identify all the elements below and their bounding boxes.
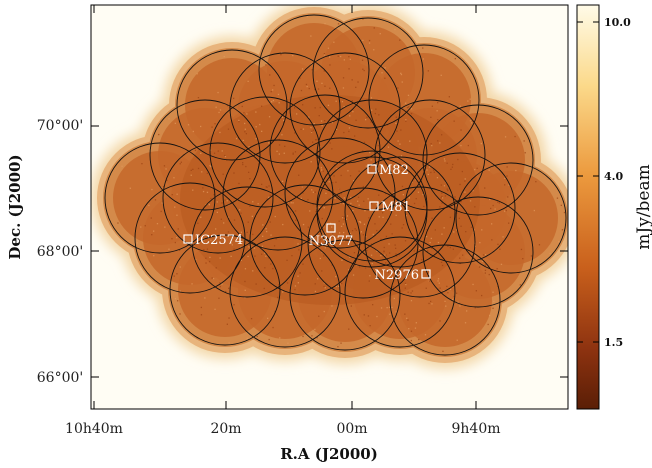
source-marker <box>183 234 193 244</box>
y-tick-label: 70°00' <box>37 118 83 134</box>
source-marker <box>421 269 431 279</box>
pointing-circle <box>344 236 456 348</box>
x-tick-label: 00m <box>336 421 367 437</box>
pointing-circle <box>422 104 534 216</box>
source-label: N2976 <box>375 268 419 283</box>
colorbar-tick-label: 4.0 <box>604 170 623 183</box>
source-marker <box>369 201 379 211</box>
y-axis-title: Dec. (J2000) <box>6 154 24 259</box>
axis-ticks <box>91 5 568 409</box>
source-label: N3077 <box>309 234 353 249</box>
colorbar-tick-label: 10.0 <box>604 16 631 29</box>
pointing-circle <box>289 239 401 351</box>
pointing-circle <box>269 94 381 206</box>
pointing-circle <box>316 156 428 268</box>
x-tick-label: 9h40m <box>451 421 500 437</box>
source-markers: M82 M81 N3077 IC2574 N2976 <box>183 163 431 283</box>
x-tick-label: 10h40m <box>65 421 123 437</box>
pointing-circle <box>422 196 534 308</box>
pointing-circle <box>169 234 281 346</box>
pointing-circle <box>374 99 486 211</box>
x-tick-label: 20m <box>210 421 241 437</box>
colorbar-ticks <box>577 21 599 343</box>
pointing-circle <box>176 49 288 161</box>
sky-map-image <box>91 5 568 369</box>
pointing-circle <box>455 162 567 274</box>
sky-map-fill <box>97 7 568 363</box>
pointing-circle <box>209 96 321 208</box>
pointing-circle <box>344 156 456 268</box>
y-tick-label: 66°00' <box>37 370 83 386</box>
x-axis-title: R.A (J2000) <box>280 445 378 463</box>
plot-frame <box>90 4 569 410</box>
source-marker <box>367 164 377 174</box>
pointing-circle <box>229 52 341 164</box>
colorbar-title: mJy/beam <box>634 164 652 249</box>
pointing-circle <box>134 182 246 294</box>
source-marker <box>326 223 336 233</box>
pointing-circle <box>249 184 361 296</box>
pointing-circle <box>364 186 476 298</box>
source-label: IC2574 <box>195 233 243 248</box>
pointing-circle <box>162 142 274 254</box>
colorbar-tick-label: 1.5 <box>604 336 623 349</box>
pointing-circle <box>307 187 419 299</box>
source-label: M81 <box>381 200 411 215</box>
pointing-circle <box>258 14 370 126</box>
pointing-circle <box>104 142 216 254</box>
y-tick-label: 68°00' <box>37 244 83 260</box>
source-label: M82 <box>379 163 409 178</box>
pointing-circle <box>389 244 501 356</box>
pointing-circle <box>222 139 334 251</box>
pointing-circle <box>229 236 341 348</box>
pointing-circle <box>312 17 424 129</box>
pointing-circle <box>149 99 261 211</box>
colorbar <box>576 4 600 410</box>
